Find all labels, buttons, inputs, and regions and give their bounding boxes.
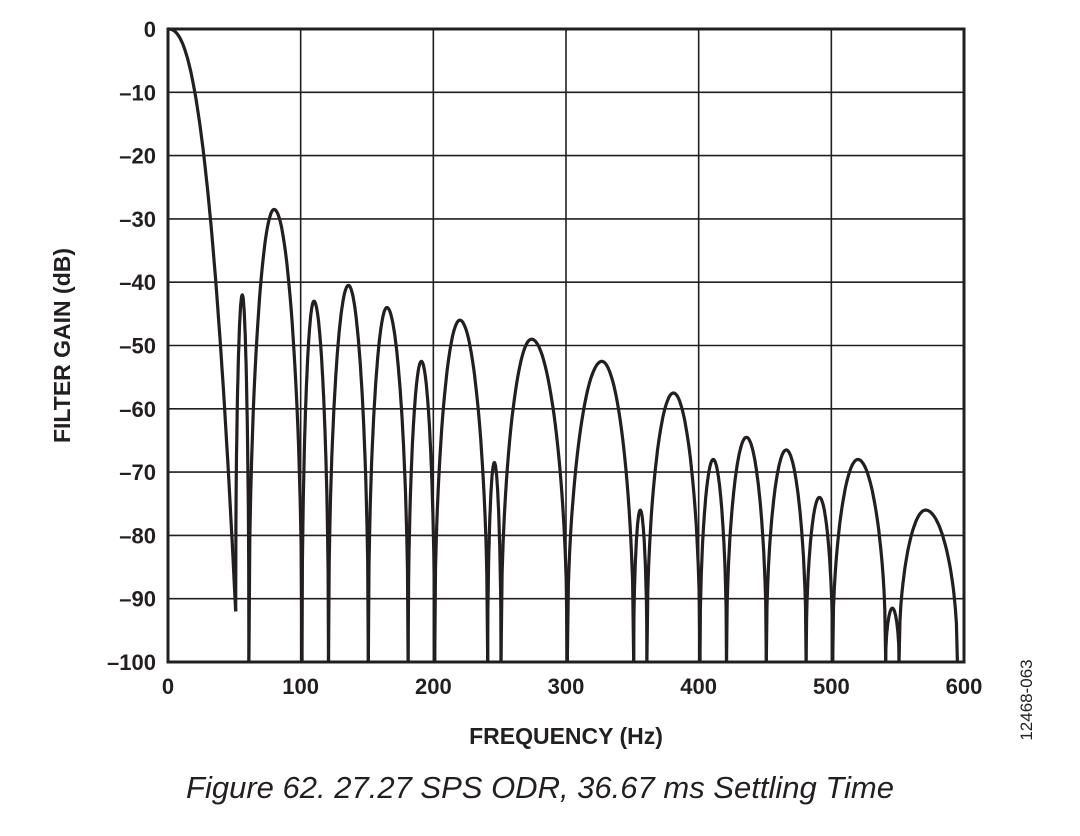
x-tick-label: 100 [282, 674, 319, 699]
y-tick-label: –90 [119, 587, 156, 612]
x-tick-label: 200 [415, 674, 452, 699]
figure-caption: Figure 62. 27.27 SPS ODR, 36.67 ms Settl… [186, 770, 894, 805]
response-lobe [565, 359, 636, 663]
y-tick-label: –50 [119, 334, 156, 359]
y-tick-label: –10 [119, 80, 156, 105]
response-lobe [326, 283, 370, 663]
filter-gain-chart: 0 100 200 300 400 500 600 0 –10 –20 –30 –40 –50 –60 –… [49, 17, 1036, 749]
response-lobe [167, 27, 238, 612]
response-lobe [300, 299, 331, 663]
y-tick-labels: 0 –10 –20 –30 –40 –50 –60 –70 –80 –90 –100 [107, 17, 156, 675]
y-axis-label: FILTER GAIN (dB) [49, 248, 75, 443]
x-tick-labels: 0 100 200 300 400 500 600 [162, 674, 982, 699]
y-tick-label: –60 [119, 397, 156, 422]
y-tick-label: –20 [119, 144, 156, 169]
x-tick-label: 300 [548, 674, 585, 699]
response-lobe [698, 457, 729, 663]
x-tick-label: 400 [680, 674, 717, 699]
response-lobe [366, 305, 410, 663]
response-lobe [247, 207, 304, 663]
response-lobe [499, 337, 569, 663]
response-lobe [831, 457, 888, 663]
y-tick-label: –30 [119, 207, 156, 232]
response-lobe [804, 495, 835, 663]
response-lobe [645, 391, 702, 663]
figure-id: 12468-063 [1017, 659, 1036, 740]
y-tick-label: –80 [119, 523, 156, 548]
x-axis-label: FREQUENCY (Hz) [469, 723, 663, 749]
x-tick-label: 500 [813, 674, 850, 699]
x-tick-label: 0 [162, 674, 174, 699]
response-lobe [632, 508, 649, 663]
response-lobe [486, 461, 503, 663]
response-lobe [884, 606, 901, 663]
response-lobe [897, 508, 959, 663]
y-tick-label: –100 [107, 650, 156, 675]
y-tick-label: 0 [144, 17, 156, 42]
response-lobe [764, 448, 808, 663]
response-lobe [433, 318, 490, 663]
y-tick-label: –40 [119, 270, 156, 295]
plot-frame [166, 27, 966, 664]
response-lobe [724, 435, 768, 663]
response-lobe [234, 293, 251, 663]
x-tick-label: 600 [946, 674, 983, 699]
response-lobe [406, 359, 437, 663]
y-tick-label: –70 [119, 460, 156, 485]
response-curve [167, 27, 959, 663]
